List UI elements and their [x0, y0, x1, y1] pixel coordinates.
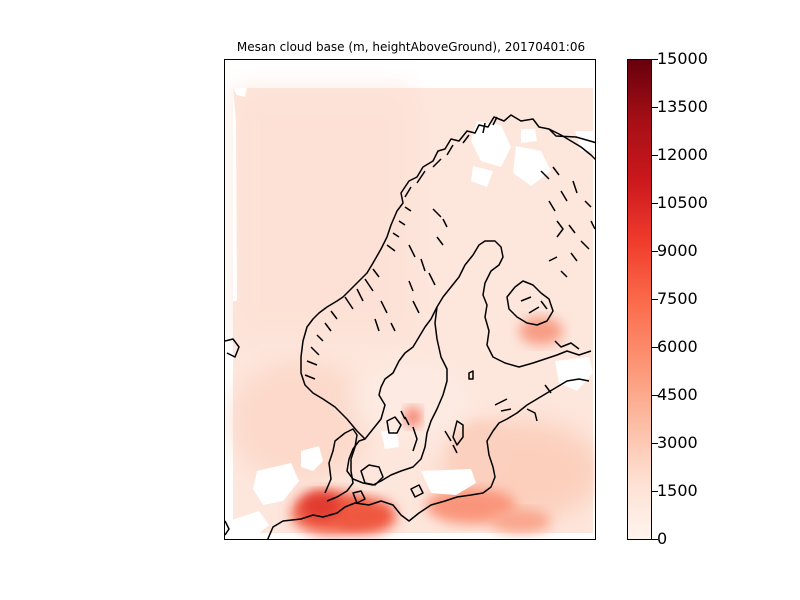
colorbar-tick-label: 4500 — [657, 385, 698, 404]
colorbar-tick-label: 9000 — [657, 241, 698, 260]
colorbar-tick-label: 12000 — [657, 145, 708, 164]
colorbar-tick-label: 1500 — [657, 481, 698, 500]
colorbar-tick-label: 0 — [657, 529, 668, 548]
colorbar-tick-mark — [652, 203, 658, 204]
colorbar-tick-mark — [652, 299, 658, 300]
colorbar-tick-mark — [652, 539, 658, 540]
map-canvas — [225, 88, 595, 539]
colorbar-tick-label: 7500 — [657, 289, 698, 308]
colorbar-tick-mark — [652, 59, 658, 60]
colorbar-tick-mark — [652, 251, 658, 252]
colorbar-tick-label: 15000 — [657, 49, 708, 68]
map-panel — [224, 59, 596, 540]
colorbar-tick-mark — [652, 443, 658, 444]
map-title: Mesan cloud base (m, heightAboveGround),… — [236, 40, 586, 54]
colorbar-tick-mark — [652, 347, 658, 348]
colorbar-tick-label: 6000 — [657, 337, 698, 356]
colorbar-tick-label: 3000 — [657, 433, 698, 452]
colorbar-tick-mark — [652, 491, 658, 492]
colorbar-tick-label: 10500 — [657, 193, 708, 212]
colorbar — [627, 59, 652, 540]
colorbar-tick-mark — [652, 155, 658, 156]
coastline-layer — [225, 114, 595, 539]
colorbar-tick-label: 13500 — [657, 97, 708, 116]
colorbar-tick-mark — [652, 107, 658, 108]
colorbar-tick-mark — [652, 395, 658, 396]
